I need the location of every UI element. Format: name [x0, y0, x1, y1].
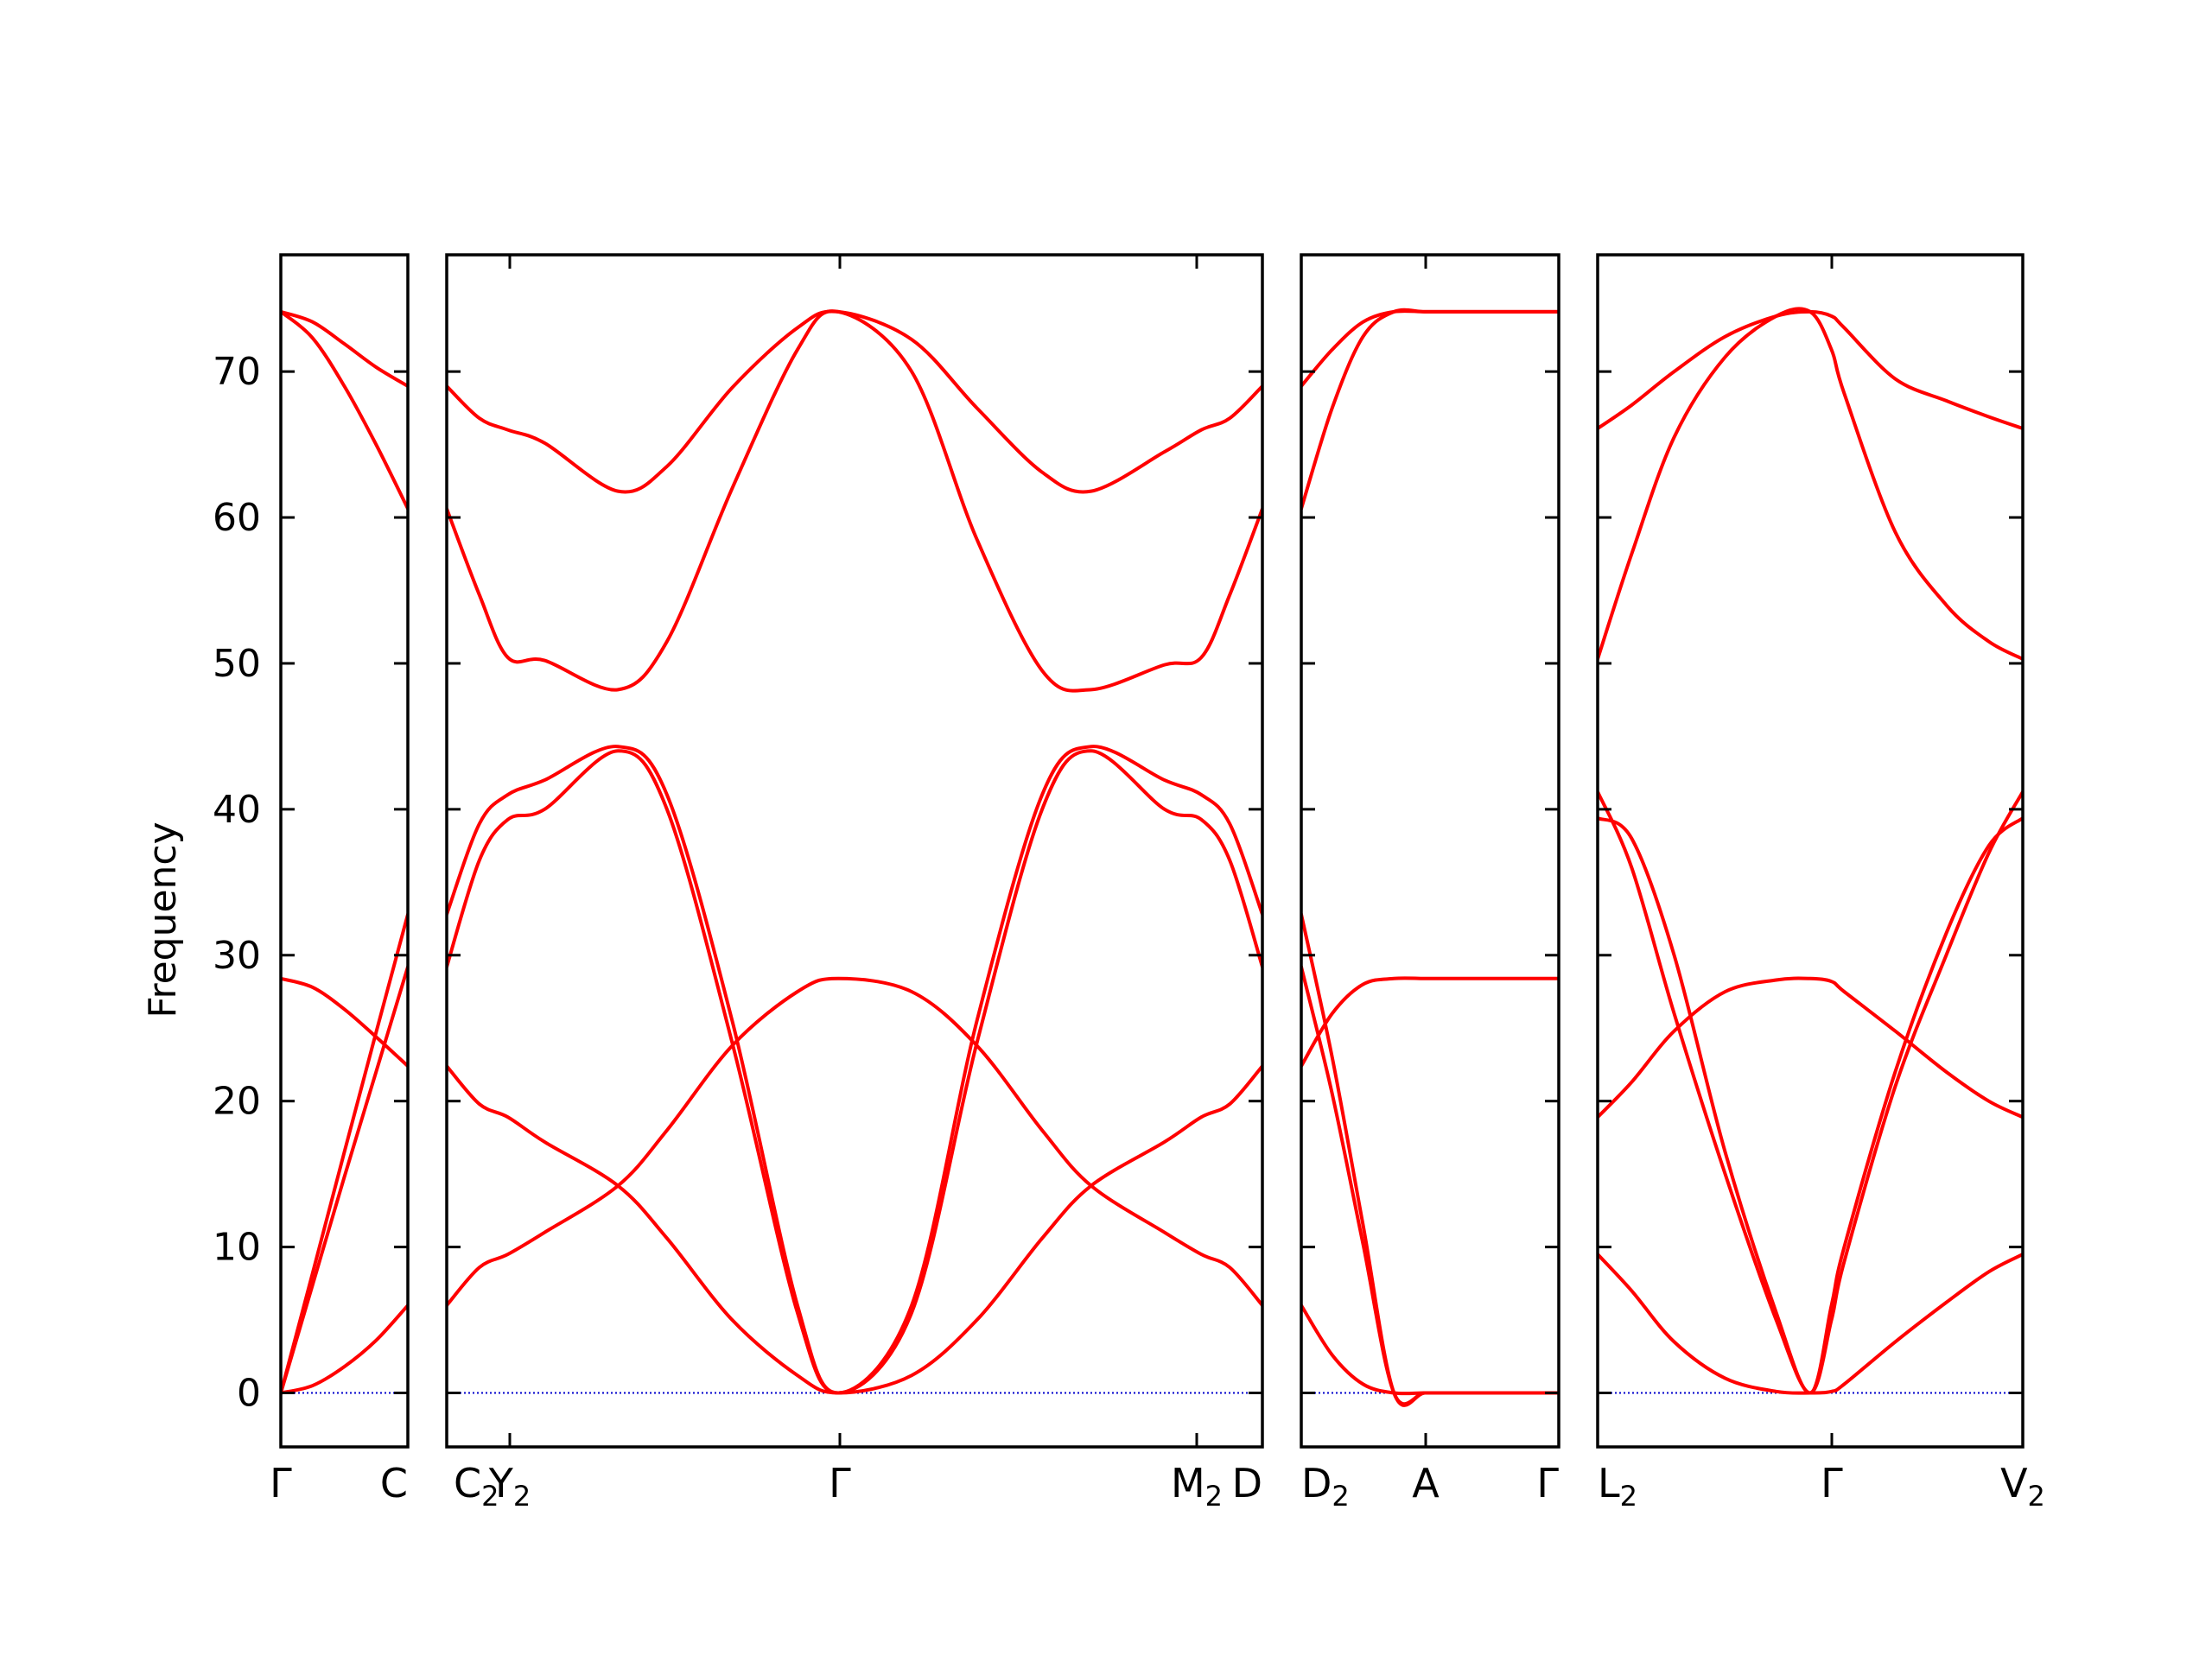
- tick-marks-layer: [279, 255, 2024, 1447]
- band-line-1-5: [447, 976, 1262, 1308]
- band-line-0-5: [281, 1304, 408, 1395]
- band-line-3-4: [1598, 976, 2023, 1120]
- x-tick-label: C: [380, 1460, 408, 1507]
- panel-frame-0: [279, 253, 410, 1449]
- y-tick-label: 30: [213, 934, 261, 978]
- band-line-2-4: [1301, 976, 1559, 1069]
- y-tick-label: 50: [213, 642, 261, 686]
- x-tick-label: D2: [1301, 1460, 1350, 1513]
- panel-frames-layer: [279, 253, 2024, 1449]
- x-tick-label: A: [1412, 1460, 1440, 1507]
- x-tick-label: Γ: [829, 1460, 851, 1507]
- y-tick-label: 40: [213, 788, 261, 832]
- band-line-0-4: [281, 965, 408, 1395]
- panel-3-bands: [1598, 307, 2023, 1395]
- band-line-3-5: [1598, 1253, 2023, 1395]
- x-tick-label: Y2: [488, 1460, 531, 1513]
- panel-0-bands: [281, 309, 408, 1395]
- band-line-2-1: [1301, 308, 1559, 511]
- band-lines-layer: [281, 307, 2023, 1407]
- band-line-1-2: [447, 745, 1262, 1395]
- band-line-3-1: [1598, 307, 2023, 661]
- band-line-2-0: [1301, 309, 1559, 389]
- band-line-2-5: [1301, 1304, 1559, 1396]
- panel-frame-2: [1300, 253, 1560, 1449]
- x-tick-label: D: [1232, 1460, 1262, 1507]
- x-tick-label: C2: [454, 1460, 499, 1513]
- panel-1-bands: [447, 309, 1262, 1395]
- band-line-1-0: [447, 309, 1262, 494]
- x-tick-label: Γ: [270, 1460, 292, 1507]
- band-line-3-2: [1598, 790, 2023, 1395]
- x-tick-label: V2: [2000, 1460, 2045, 1513]
- x-tick-label: M2: [1171, 1460, 1223, 1513]
- x-tick-label: Γ: [1821, 1460, 1843, 1507]
- band-line-0-1: [281, 309, 408, 511]
- y-tick-label: 10: [213, 1226, 261, 1270]
- band-line-2-2: [1301, 912, 1559, 1407]
- y-tick-label: 0: [237, 1372, 261, 1416]
- x-tick-label: Γ: [1536, 1460, 1559, 1507]
- y-tick-label: 70: [213, 350, 261, 394]
- band-line-1-1: [447, 309, 1262, 693]
- band-line-0-2: [281, 976, 408, 1069]
- panel-2-bands: [1301, 308, 1559, 1407]
- panel-frame-3: [1596, 253, 2024, 1449]
- y-tick-label: 20: [213, 1080, 261, 1124]
- band-line-0-0: [281, 309, 408, 389]
- band-line-0-3: [281, 912, 408, 1395]
- band-line-1-4: [447, 1064, 1262, 1395]
- band-line-1-3: [447, 749, 1262, 1395]
- band-line-2-3: [1301, 965, 1559, 1406]
- y-tick-label: 60: [213, 496, 261, 540]
- panel-frame-1: [445, 253, 1264, 1449]
- band-line-3-0: [1598, 309, 2023, 430]
- x-tick-label: L2: [1598, 1460, 1637, 1513]
- band-line-3-3: [1598, 816, 2023, 1395]
- y-axis-label: Frequency: [141, 821, 185, 1018]
